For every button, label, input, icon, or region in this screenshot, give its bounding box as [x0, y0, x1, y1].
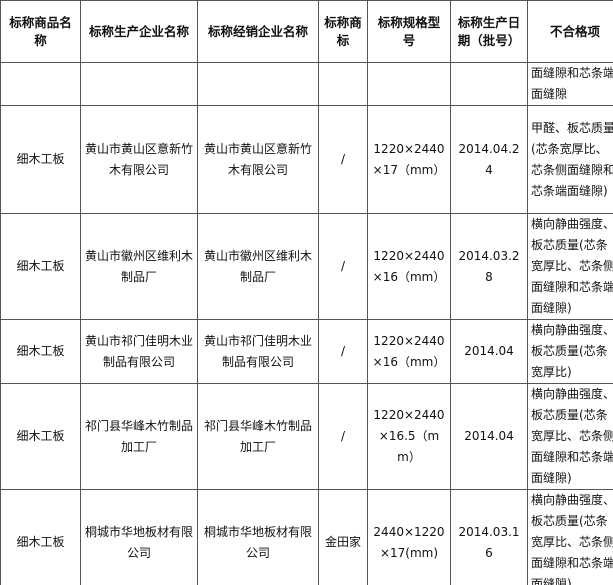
header-cell: 标称商品名称 — [0, 0, 81, 63]
nonconformity-cell: 横向静曲强度、板芯质量(芯条宽厚比、芯条侧面缝隙和芯条端面缝隙) — [527, 489, 613, 585]
nonconformity-cell: 甲醛、板芯质量(芯条宽厚比、芯条侧面缝隙和芯条端面缝隙) — [527, 105, 613, 214]
manufacturer-cell: 黄山市祁门佳明木业制品有限公司 — [80, 319, 198, 384]
production-date-cell — [450, 62, 528, 106]
distributor-cell: 黄山市徽州区维利木制品厂 — [197, 213, 319, 320]
spec-cell — [367, 62, 451, 106]
distributor-cell — [197, 62, 319, 106]
trademark-cell: / — [318, 319, 368, 384]
trademark-cell: / — [318, 213, 368, 320]
table-row: 细木工板 黄山市祁门佳明木业制品有限公司 黄山市祁门佳明木业制品有限公司/1220×… — [0, 319, 613, 384]
table-row: 细木工板 祁门县华峰木竹制品加工厂 祁门县华峰木竹制品加工厂/1220×2440×1… — [0, 383, 613, 490]
table-row: 细木工板 桐城市华地板材有限公司 桐城市华地板材有限公司 金田家 2440×1220×1… — [0, 489, 613, 585]
manufacturer-cell: 桐城市华地板材有限公司 — [80, 489, 198, 585]
distributor-cell: 黄山市黄山区意新竹木有限公司 — [197, 105, 319, 214]
manufacturer-cell — [80, 62, 198, 106]
manufacturer-cell: 祁门县华峰木竹制品加工厂 — [80, 383, 198, 490]
production-date-cell: 2014.04 — [450, 383, 528, 490]
product-name-cell: 细木工板 — [0, 383, 81, 490]
table-row: 细木工板 黄山市徽州区维利木制品厂 黄山市徽州区维利木制品厂/1220×2440×1… — [0, 213, 613, 320]
nonconformity-cell: 面缝隙和芯条端面缝隙 — [527, 62, 613, 106]
product-name-cell: 细木工板 — [0, 319, 81, 384]
distributor-cell: 黄山市祁门佳明木业制品有限公司 — [197, 319, 319, 384]
table-row: 面缝隙和芯条端面缝隙 — [0, 62, 613, 106]
product-name-cell: 细木工板 — [0, 213, 81, 320]
trademark-cell — [318, 62, 368, 106]
header-cell: 不合格项 — [527, 0, 613, 63]
table-row: 细木工板 黄山市黄山区意新竹木有限公司 黄山市黄山区意新竹木有限公司/1220×24… — [0, 105, 613, 214]
product-name-cell: 细木工板 — [0, 489, 81, 585]
trademark-cell: 金田家 — [318, 489, 368, 585]
distributor-cell: 桐城市华地板材有限公司 — [197, 489, 319, 585]
production-date-cell: 2014.03.28 — [450, 213, 528, 320]
trademark-cell: / — [318, 383, 368, 490]
trademark-cell: / — [318, 105, 368, 214]
product-name-cell — [0, 62, 81, 106]
header-cell: 标称商标 — [318, 0, 368, 63]
production-date-cell: 2014.03.16 — [450, 489, 528, 585]
product-name-cell: 细木工板 — [0, 105, 81, 214]
spec-cell: 1220×2440×16.5（mm） — [367, 383, 451, 490]
production-date-cell: 2014.04.24 — [450, 105, 528, 214]
nonconformity-cell: 横向静曲强度、板芯质量(芯条宽厚比、芯条侧面缝隙和芯条端面缝隙) — [527, 383, 613, 490]
manufacturer-cell: 黄山市黄山区意新竹木有限公司 — [80, 105, 198, 214]
header-cell: 标称生产企业名称 — [80, 0, 198, 63]
spec-cell: 1220×2440×16（mm） — [367, 319, 451, 384]
manufacturer-cell: 黄山市徽州区维利木制品厂 — [80, 213, 198, 320]
distributor-cell: 祁门县华峰木竹制品加工厂 — [197, 383, 319, 490]
nonconformity-cell: 横向静曲强度、板芯质量(芯条宽厚比、芯条侧面缝隙和芯条端面缝隙) — [527, 213, 613, 320]
spec-cell: 2440×1220×17(mm) — [367, 489, 451, 585]
header-cell: 标称经销企业名称 — [197, 0, 319, 63]
header-row: 标称商品名称 标称生产企业名称 标称经销企业名称 标称商标 标称规格型号 标称生产日期（批… — [0, 0, 613, 63]
header-cell: 标称规格型号 — [367, 0, 451, 63]
header-cell: 标称生产日期（批号） — [450, 0, 528, 63]
production-date-cell: 2014.04 — [450, 319, 528, 384]
spec-cell: 1220×2440×16（mm） — [367, 213, 451, 320]
spec-cell: 1220×2440×17（mm） — [367, 105, 451, 214]
nonconformity-cell: 横向静曲强度、板芯质量(芯条宽厚比) — [527, 319, 613, 384]
